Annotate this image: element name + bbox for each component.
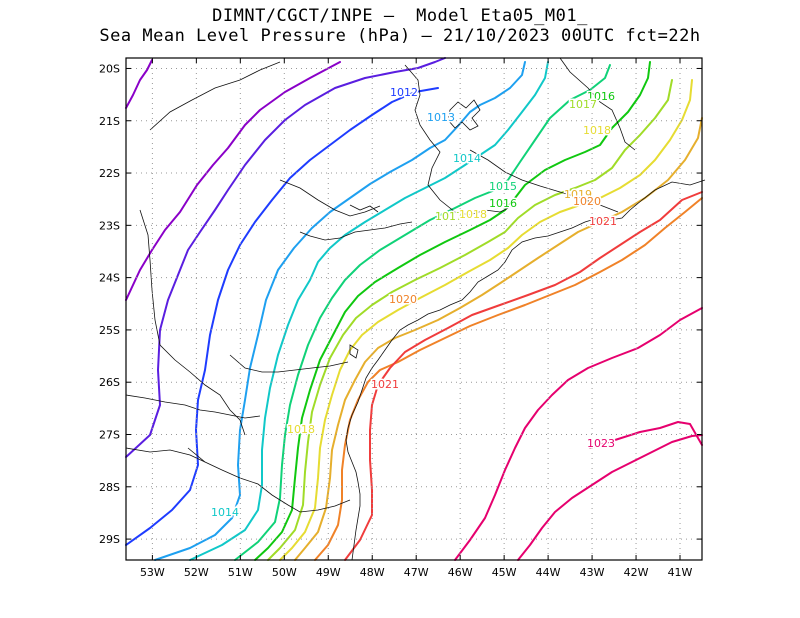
- isobar-label-1014: 1014: [453, 152, 481, 165]
- isobar-1011: [125, 57, 446, 458]
- lat-tick-label: 20S: [99, 62, 120, 75]
- lon-tick-label: 52W: [184, 566, 209, 579]
- lat-tick-label: 21S: [99, 115, 120, 128]
- isobar-label-1018: 1018: [583, 124, 611, 137]
- isobar-1010-b: [125, 61, 341, 301]
- state-border-pr-sc: [229, 354, 349, 373]
- isobar-label-1016: 1016: [489, 197, 517, 210]
- isobar-contours: [125, 57, 703, 561]
- country-border-west: [139, 209, 246, 436]
- isobar-label-1013: 1013: [427, 111, 455, 124]
- isobar-label-1015: 1015: [489, 180, 517, 193]
- isobar-label-1018: 1018: [287, 423, 315, 436]
- isobar-1023: [517, 434, 703, 561]
- lon-tick-label: 46W: [448, 566, 473, 579]
- isobar-label-1020: 1020: [573, 195, 601, 208]
- state-border-sc-rs: [187, 447, 351, 513]
- isobar-1017: [267, 79, 673, 561]
- ms-border: [149, 61, 281, 131]
- lat-tick-label: 24S: [99, 272, 120, 285]
- isobar-label-1023: 1023: [587, 437, 615, 450]
- lon-tick-label: 44W: [536, 566, 561, 579]
- isobar-1013: [154, 61, 526, 561]
- coastline-and-borders: [125, 57, 706, 561]
- isobar-label-1020: 1020: [389, 293, 417, 306]
- island-sc: [349, 344, 359, 359]
- lon-tick-label: 41W: [668, 566, 693, 579]
- isobar-label-1021: 1021: [589, 215, 617, 228]
- isobar-1016: [254, 61, 651, 561]
- lat-tick-label: 26S: [99, 376, 120, 389]
- lat-lon-grid: [126, 58, 702, 560]
- map-frame: [125, 57, 703, 561]
- lon-tick-label: 43W: [580, 566, 605, 579]
- coastline: [345, 179, 706, 561]
- state-border-sp-pr: [299, 221, 413, 241]
- isobar-1020: [314, 197, 703, 561]
- isobar-label-1019: 1019: [564, 188, 592, 201]
- lon-tick-label: 53W: [140, 566, 165, 579]
- isobar-1015: [234, 64, 611, 561]
- isobar-labels: 1012101310141015101610161017101810171018…: [210, 85, 619, 521]
- lat-tick-label: 28S: [99, 481, 120, 494]
- isobar-label-1017: 1017: [569, 98, 597, 111]
- river-border: [125, 394, 261, 419]
- lon-tick-label: 47W: [404, 566, 429, 579]
- lake-rj: [447, 99, 481, 131]
- lon-tick-label: 50W: [272, 566, 297, 579]
- state-border-mg-sp: [404, 64, 516, 216]
- sp-inland: [279, 179, 381, 217]
- lon-tick-label: 45W: [492, 566, 517, 579]
- isobar-1012: [125, 87, 439, 546]
- lon-tick-label: 42W: [624, 566, 649, 579]
- lat-tick-label: 22S: [99, 167, 120, 180]
- chart-title-line2: Sea Mean Level Pressure (hPa) – 21/10/20…: [99, 26, 701, 46]
- lat-tick-label: 25S: [99, 324, 120, 337]
- uy-border: [125, 447, 206, 463]
- lon-tick-label: 49W: [316, 566, 341, 579]
- isobar-1021: [344, 191, 703, 561]
- lon-tick-label: 51W: [228, 566, 253, 579]
- isobar-label-1016: 1016: [587, 90, 615, 103]
- river-sp: [349, 204, 379, 213]
- axis-tick-labels: 53W 52W 51W 50W 49W 48W 47W 46W 45W 44W 43W 42W 41W 2…: [99, 62, 693, 579]
- isobar-1023-b: [589, 421, 703, 449]
- isobar-label-1021: 1021: [371, 378, 399, 391]
- isobar-1018: [279, 79, 693, 561]
- isobar-label-1017: 1017: [435, 210, 463, 223]
- lat-tick-label: 29S: [99, 533, 120, 546]
- isobar-1010-a: [125, 59, 153, 109]
- isobar-label-1012: 1012: [390, 86, 418, 99]
- isobar-1014: [189, 61, 549, 561]
- lat-tick-label: 27S: [99, 429, 120, 442]
- isobar-label-1018: 1018: [459, 208, 487, 221]
- lat-tick-label: 23S: [99, 219, 120, 232]
- isobar-1019: [294, 117, 703, 561]
- state-border-mg-rj: [469, 149, 619, 213]
- state-border-es: [559, 57, 636, 151]
- isobar-label-1014: 1014: [211, 506, 239, 519]
- isobar-1022: [454, 307, 703, 561]
- chart-title-line1: DIMNT/CGCT/INPE – Model Eta05_M01_: [212, 6, 588, 26]
- lon-tick-label: 48W: [360, 566, 385, 579]
- axis-ticks: [126, 58, 702, 560]
